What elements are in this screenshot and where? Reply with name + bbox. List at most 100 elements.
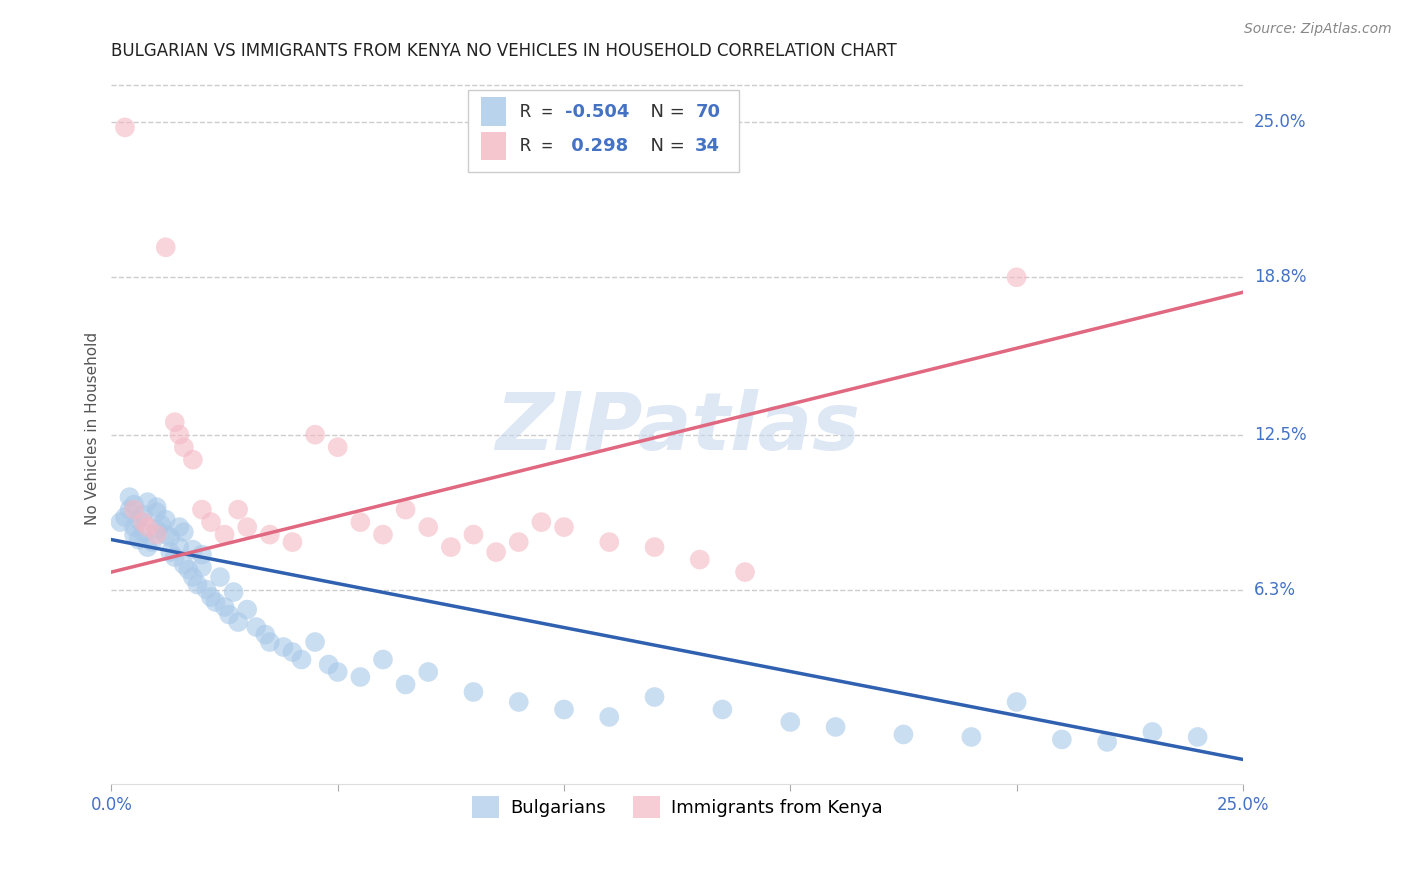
Point <box>824 720 846 734</box>
Point <box>349 515 371 529</box>
Point <box>145 527 167 541</box>
Text: -0.504: -0.504 <box>565 103 630 120</box>
Point <box>394 502 416 516</box>
Point <box>122 502 145 516</box>
Point <box>155 513 177 527</box>
Point <box>118 502 141 516</box>
Point <box>960 730 983 744</box>
Point <box>136 520 159 534</box>
Point <box>1005 270 1028 285</box>
Point <box>200 590 222 604</box>
Point <box>553 702 575 716</box>
Point <box>122 527 145 541</box>
Point <box>155 527 177 541</box>
Point <box>711 702 734 716</box>
Point <box>734 565 756 579</box>
Point <box>218 607 240 622</box>
Text: 18.8%: 18.8% <box>1254 268 1306 286</box>
Point <box>169 520 191 534</box>
Text: Source: ZipAtlas.com: Source: ZipAtlas.com <box>1244 22 1392 37</box>
FancyBboxPatch shape <box>481 131 506 160</box>
Point <box>200 515 222 529</box>
Point <box>273 640 295 654</box>
Point <box>145 523 167 537</box>
Point <box>191 502 214 516</box>
Point <box>186 577 208 591</box>
Point <box>254 627 277 641</box>
Point <box>141 535 163 549</box>
Text: ZIPatlas: ZIPatlas <box>495 390 859 467</box>
Point <box>163 550 186 565</box>
Point <box>371 652 394 666</box>
Point <box>181 570 204 584</box>
Point <box>1187 730 1209 744</box>
Point <box>163 415 186 429</box>
Point <box>440 540 463 554</box>
Point <box>463 527 485 541</box>
Point <box>290 652 312 666</box>
Text: R =: R = <box>520 136 564 155</box>
Point <box>245 620 267 634</box>
Point <box>644 540 666 554</box>
Point <box>169 540 191 554</box>
Point <box>145 505 167 519</box>
Point <box>208 570 231 584</box>
Point <box>236 602 259 616</box>
Text: 34: 34 <box>695 136 720 155</box>
Text: 6.3%: 6.3% <box>1254 581 1296 599</box>
Point <box>281 645 304 659</box>
Point <box>553 520 575 534</box>
Point <box>222 585 245 599</box>
Point <box>132 525 155 540</box>
Point <box>145 500 167 515</box>
Point <box>418 665 440 679</box>
Point <box>214 527 236 541</box>
Text: N =: N = <box>638 136 690 155</box>
Point <box>1095 735 1118 749</box>
Point <box>155 240 177 254</box>
Point <box>304 635 326 649</box>
Point <box>118 490 141 504</box>
Point <box>114 510 136 524</box>
Point <box>508 535 530 549</box>
Point <box>122 498 145 512</box>
Text: BULGARIAN VS IMMIGRANTS FROM KENYA NO VEHICLES IN HOUSEHOLD CORRELATION CHART: BULGARIAN VS IMMIGRANTS FROM KENYA NO VE… <box>111 42 897 60</box>
Point <box>371 527 394 541</box>
Point <box>181 542 204 557</box>
Point <box>508 695 530 709</box>
Point <box>236 520 259 534</box>
Point <box>689 552 711 566</box>
Point <box>128 513 150 527</box>
Point <box>1050 732 1073 747</box>
Text: 70: 70 <box>695 103 720 120</box>
Point <box>1005 695 1028 709</box>
Point <box>485 545 508 559</box>
Point <box>122 520 145 534</box>
Point <box>259 635 281 649</box>
Point <box>779 714 801 729</box>
FancyBboxPatch shape <box>468 90 740 172</box>
Y-axis label: No Vehicles in Household: No Vehicles in Household <box>86 332 100 525</box>
Point <box>214 600 236 615</box>
Point <box>132 508 155 522</box>
Point <box>893 727 915 741</box>
Point <box>318 657 340 672</box>
Point <box>204 595 226 609</box>
Point <box>136 540 159 554</box>
Point <box>159 530 181 544</box>
FancyBboxPatch shape <box>481 97 506 126</box>
Point <box>191 560 214 574</box>
Text: N =: N = <box>638 103 690 120</box>
Point <box>173 558 195 572</box>
Point <box>394 677 416 691</box>
Point <box>181 452 204 467</box>
Point <box>644 690 666 704</box>
Point <box>150 517 173 532</box>
Point <box>114 120 136 135</box>
Point <box>195 582 218 597</box>
Text: 12.5%: 12.5% <box>1254 425 1306 443</box>
Point <box>530 515 553 529</box>
Point <box>1142 725 1164 739</box>
Point <box>136 495 159 509</box>
Point <box>132 515 155 529</box>
